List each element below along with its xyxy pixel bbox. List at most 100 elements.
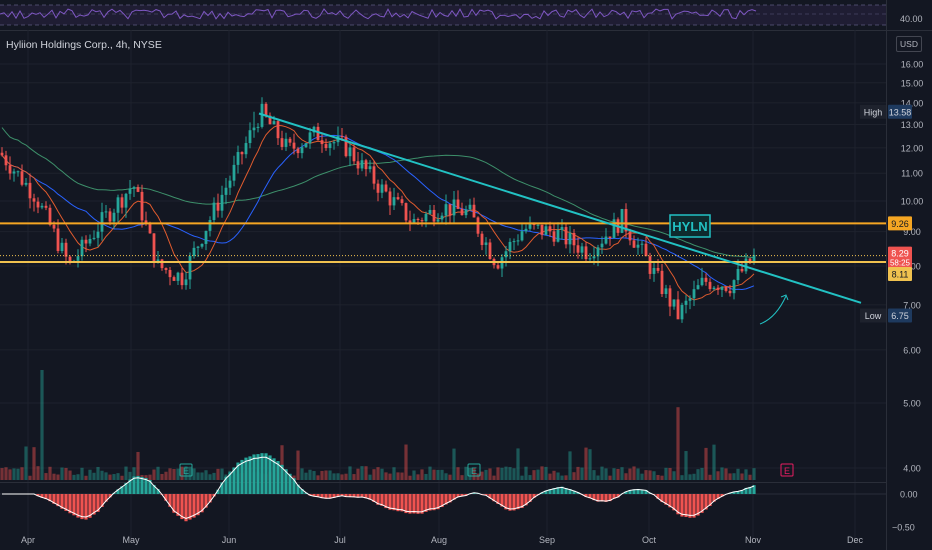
- volume-bar: [528, 475, 532, 480]
- time-axis[interactable]: Apr May Jun Jul Aug Sep Oct Nov Dec: [21, 535, 864, 545]
- volume-bar: [32, 447, 36, 480]
- descending-trendline[interactable]: [258, 112, 862, 304]
- candle-body: [572, 232, 576, 246]
- price-axis[interactable]: 16.00 15.00 14.00 13.00 12.00 11.00 10.00 9.00 8…: [892, 14, 923, 533]
- candle-body: [32, 198, 36, 202]
- oscillator-bar: [720, 494, 724, 497]
- oscillator-bar: [248, 456, 252, 494]
- rsi-line: [0, 8, 757, 20]
- candle-body: [240, 152, 244, 155]
- volume-bar: [304, 472, 308, 480]
- candle-body: [692, 289, 696, 299]
- oscillator-bar: [96, 494, 100, 512]
- oscillator-bar: [316, 494, 320, 498]
- horizontal-levels[interactable]: [0, 222, 886, 264]
- volume-bar: [412, 470, 416, 480]
- candle-body: [232, 164, 236, 181]
- candle-body: [12, 171, 16, 174]
- candle-body: [628, 231, 632, 241]
- oscillator-bar: [524, 494, 528, 506]
- volume-bar: [452, 448, 456, 480]
- earnings-marker[interactable]: E: [179, 463, 193, 477]
- candle-body: [280, 138, 284, 147]
- oscillator-bar: [484, 494, 488, 496]
- candle-body: [752, 255, 756, 263]
- oscillator-bar: [332, 494, 336, 498]
- volume-bar: [496, 467, 500, 480]
- volume-bar: [600, 466, 604, 480]
- candle-body: [96, 231, 100, 238]
- volume-bar: [20, 467, 24, 480]
- candle-body: [288, 138, 292, 143]
- oscillator-bar: [704, 494, 708, 510]
- oscillator-bar: [424, 494, 428, 512]
- candle-body: [364, 160, 368, 170]
- volume-bar: [752, 468, 756, 480]
- oscillator-bar: [384, 494, 388, 509]
- candle-body: [204, 230, 208, 244]
- volume-bar: [656, 474, 660, 480]
- volume-bar: [732, 473, 736, 480]
- volume-bar: [480, 471, 484, 480]
- oscillator-bar: [56, 494, 60, 507]
- volume-bar: [332, 473, 336, 480]
- volume-bar: [468, 467, 472, 480]
- volume-bar: [560, 475, 564, 480]
- candle-body: [712, 287, 716, 290]
- volume-bar: [664, 467, 668, 480]
- oscillator-bar: [644, 490, 648, 494]
- oscillator-signal-line: [2, 456, 755, 520]
- volume-bar: [144, 475, 148, 480]
- candle-body: [400, 199, 404, 204]
- oscillator-bar: [420, 494, 424, 514]
- volume-bar: [660, 475, 664, 480]
- candlestick-series: [0, 97, 756, 323]
- oscillator-bar: [140, 476, 144, 494]
- high-tag: High: [860, 104, 886, 119]
- candle-body: [256, 126, 260, 128]
- oscillator-bar: [604, 494, 608, 502]
- volume-bar: [608, 475, 612, 480]
- oscillator-bar: [156, 489, 160, 494]
- candle-body: [368, 166, 372, 170]
- oscillator-bar: [312, 494, 316, 497]
- oscillator-bar: [368, 494, 372, 500]
- candle-body: [64, 242, 68, 257]
- volume-bar: [56, 474, 60, 480]
- oscillator-bar: [196, 494, 200, 516]
- candle-body: [456, 199, 460, 209]
- price-tick-label: 12.00: [901, 143, 924, 153]
- candle-body: [316, 126, 320, 141]
- oscillator-bar: [680, 494, 684, 517]
- currency-button[interactable]: USD: [896, 36, 922, 52]
- candle-body: [68, 256, 72, 263]
- volume-bar: [388, 473, 392, 480]
- volume-bar: [472, 468, 476, 480]
- volume-bar: [540, 466, 544, 480]
- oscillator-bar: [632, 489, 636, 494]
- oscillator-bar: [268, 455, 272, 494]
- oscillator-bar: [672, 494, 676, 511]
- candle-body: [608, 236, 612, 239]
- earnings-marker[interactable]: E: [780, 463, 794, 477]
- ticker-annotation[interactable]: HYLN: [669, 214, 711, 238]
- oscillator-bar: [616, 494, 620, 498]
- candle-body: [696, 285, 700, 290]
- oscillator-bar: [252, 454, 256, 494]
- ticker-annotation-text: HYLN: [672, 219, 707, 234]
- candle-body: [740, 268, 744, 272]
- earnings-marker[interactable]: E: [467, 463, 481, 477]
- symbol-title: Hyliion Holdings Corp., 4h, NYSE: [6, 39, 162, 51]
- candle-body: [340, 136, 344, 138]
- price-gridlines: [0, 30, 886, 540]
- oscillator-bar: [664, 494, 668, 505]
- volume-bar: [416, 474, 420, 480]
- volume-bar: [504, 466, 508, 480]
- oscillator-tick-label: 0.00: [900, 490, 918, 500]
- volume-bar: [716, 471, 720, 480]
- volume-bar: [744, 469, 748, 480]
- trendline[interactable]: [258, 112, 862, 304]
- oscillator-bar: [364, 494, 368, 499]
- volume-bar: [60, 467, 64, 480]
